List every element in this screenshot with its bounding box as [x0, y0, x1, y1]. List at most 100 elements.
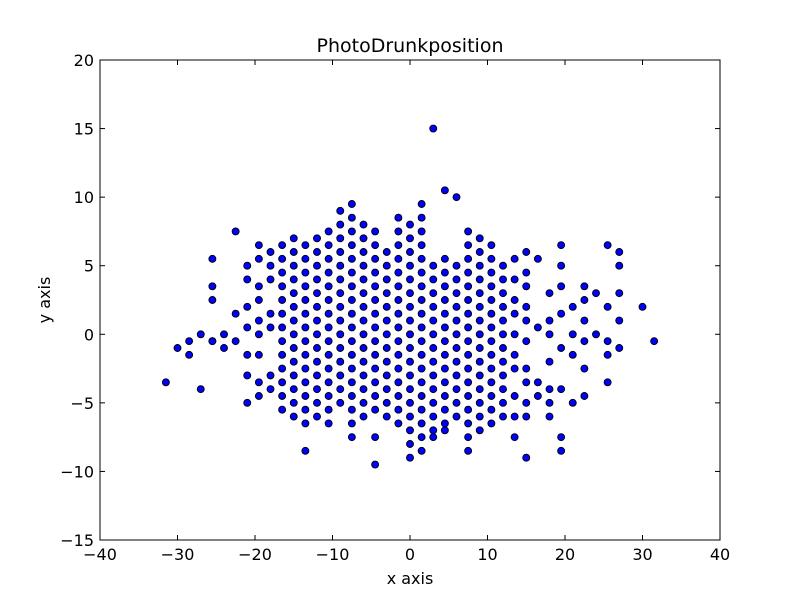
scatter-point: [278, 241, 287, 250]
scatter-point: [289, 412, 298, 421]
scatter-point: [464, 350, 473, 359]
scatter-point: [603, 241, 612, 250]
scatter-point: [371, 309, 380, 318]
scatter-point: [336, 344, 345, 352]
scatter-point: [475, 330, 484, 339]
scatter-point: [580, 337, 589, 346]
scatter-point: [266, 248, 275, 256]
scatter-point: [510, 350, 519, 359]
scatter-point: [394, 323, 403, 332]
scatter-point: [406, 440, 414, 448]
scatter-point: [394, 419, 403, 428]
scatter-point: [336, 275, 345, 284]
scatter-point: [615, 316, 624, 325]
scatter-point: [301, 309, 310, 318]
scatter-point: [406, 412, 414, 421]
scatter-point: [336, 289, 345, 298]
y-tick-label: −10: [60, 462, 94, 481]
scatter-point: [231, 227, 240, 236]
scatter-point: [394, 350, 403, 359]
scatter-point: [499, 357, 507, 366]
scatter-point: [464, 378, 473, 387]
scatter-point: [301, 350, 310, 359]
scatter-point: [615, 248, 624, 256]
scatter-point: [301, 254, 310, 263]
scatter-point: [382, 371, 391, 380]
x-tick-label: −10: [316, 545, 350, 564]
scatter-point: [499, 398, 507, 407]
scatter-point: [475, 398, 484, 407]
scatter-point: [313, 385, 321, 394]
scatter-point: [568, 398, 577, 407]
scatter-point: [289, 289, 298, 298]
scatter-point: [324, 296, 333, 304]
scatter-point: [371, 323, 380, 332]
scatter-point: [347, 282, 356, 291]
scatter-point: [603, 350, 612, 359]
x-tick-label: 20: [555, 545, 575, 564]
scatter-point: [417, 254, 426, 263]
scatter-point: [557, 241, 566, 250]
scatter-point: [417, 433, 426, 442]
scatter-point: [452, 344, 461, 352]
scatter-point: [440, 309, 449, 318]
scatter-point: [603, 302, 612, 311]
scatter-point: [522, 316, 531, 325]
scatter-point: [429, 371, 438, 380]
scatter-point: [499, 371, 507, 380]
scatter-point: [440, 364, 449, 373]
scatter-point: [475, 261, 484, 270]
scatter-point: [382, 289, 391, 298]
scatter-point: [359, 357, 368, 366]
scatter-point: [301, 446, 310, 455]
scatter-point: [359, 261, 368, 270]
scatter-point: [382, 330, 391, 339]
scatter-point: [557, 446, 566, 455]
scatter-point: [533, 254, 542, 263]
scatter-point: [440, 186, 449, 195]
scatter-point: [417, 446, 426, 455]
y-tick-label: 5: [84, 257, 94, 276]
scatter-point: [324, 378, 333, 387]
scatter-point: [406, 302, 414, 311]
scatter-point: [510, 330, 519, 339]
scatter-point: [359, 344, 368, 352]
scatter-point: [499, 385, 507, 394]
scatter-point: [464, 419, 473, 428]
scatter-point: [452, 275, 461, 284]
scatter-point: [278, 296, 287, 304]
scatter-point: [289, 344, 298, 352]
scatter-point: [603, 337, 612, 346]
scatter-point: [347, 419, 356, 428]
x-tick-label: −20: [238, 545, 272, 564]
scatter-point: [347, 309, 356, 318]
scatter-point: [324, 282, 333, 291]
scatter-point: [440, 337, 449, 346]
scatter-point: [185, 350, 194, 359]
scatter-point: [429, 330, 438, 339]
scatter-point: [394, 309, 403, 318]
scatter-point: [510, 364, 519, 373]
scatter-point: [313, 302, 321, 311]
scatter-point: [254, 316, 263, 325]
scatter-point: [324, 364, 333, 373]
scatter-point: [417, 419, 426, 428]
scatter-point: [324, 254, 333, 263]
scatter-point: [394, 227, 403, 236]
scatter-point: [336, 398, 345, 407]
scatter-point: [371, 268, 380, 277]
scatter-point: [499, 412, 507, 421]
scatter-point: [359, 275, 368, 284]
scatter-point: [313, 412, 321, 421]
y-tick-label: −5: [70, 394, 94, 413]
scatter-point: [522, 453, 531, 462]
scatter-point: [464, 254, 473, 263]
scatter-point: [278, 254, 287, 263]
scatter-point: [382, 344, 391, 352]
scatter-point: [359, 398, 368, 407]
scatter-point: [301, 378, 310, 387]
scatter-point: [371, 433, 380, 442]
x-tick-label: 40: [710, 545, 730, 564]
scatter-point: [580, 316, 589, 325]
scatter-point: [254, 254, 263, 263]
